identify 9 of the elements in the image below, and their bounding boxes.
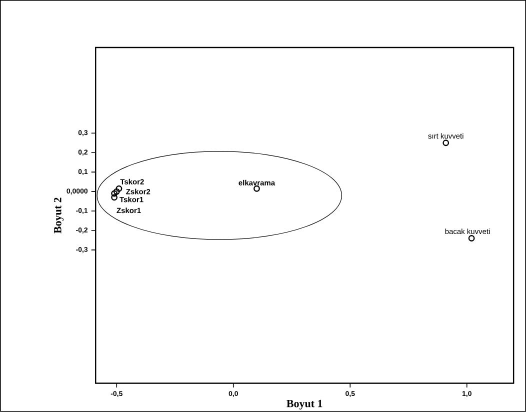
point [254, 185, 260, 192]
point [113, 188, 120, 195]
point [116, 185, 122, 192]
point [442, 140, 450, 146]
point [111, 194, 118, 201]
y-axis-title: Boyut 2 [54, 198, 64, 234]
point [468, 235, 475, 242]
x-axis-title: Boyut 1 [286, 400, 322, 410]
point [111, 190, 118, 197]
